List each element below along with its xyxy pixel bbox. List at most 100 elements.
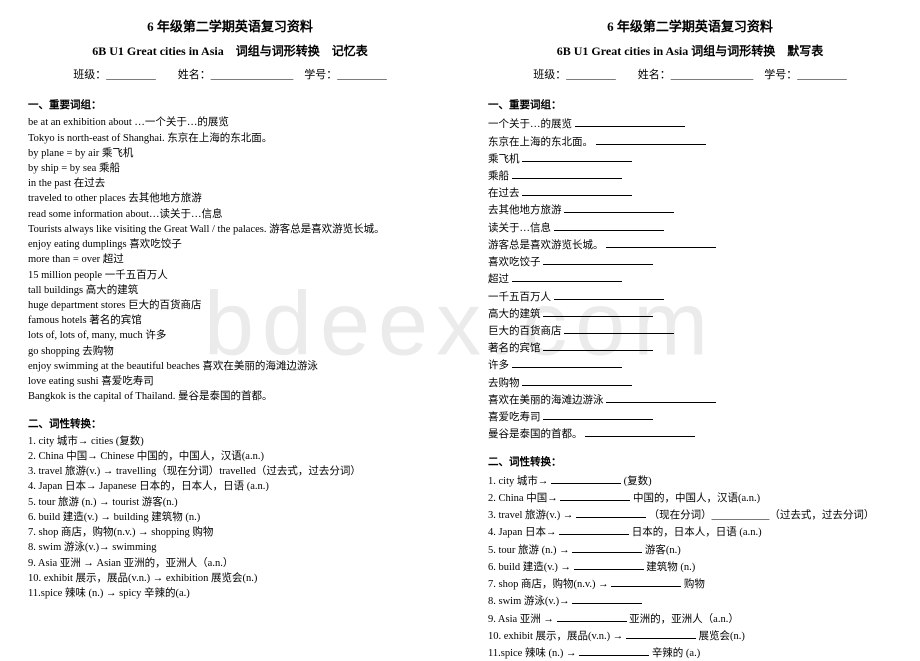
phrase-line: famous hotels 著名的宾馆 [28,313,432,328]
blank-line [512,270,622,282]
form-prefix: 8. swim 游泳(v.)→ [488,596,572,607]
phrase-text: 乘船 [488,171,509,182]
phrase-line-blank: 巨大的百货商店 [488,322,892,339]
phrase-line-blank: 喜爱吃寿司 [488,408,892,425]
phrase-text: 巨大的百货商店 [488,326,562,337]
phrase-text: 一千五百万人 [488,292,551,303]
blank-line [559,523,629,535]
phrase-line-blank: 去其他地方旅游 [488,201,892,218]
phrase-line: traveled to other places 去其他地方旅游 [28,191,432,206]
form-line: 8. swim 游泳(v.)→ swimming [28,540,432,555]
form-suffix: 亚洲的，亚洲人（a.n.） [627,614,739,625]
blank-line [543,339,653,351]
phrase-text: 去其他地方旅游 [488,205,562,216]
phrase-line-blank: 乘飞机 [488,150,892,167]
phrase-line-blank: 喜欢在美丽的海滩边游泳 [488,391,892,408]
form-line-blank: 3. travel 旅游(v.) → （现在分词）___________（过去式… [488,506,892,523]
phrase-line: read some information about…读关于…信息 [28,207,432,222]
form-line-blank: 5. tour 旅游 (n.) → 游客(n.) [488,541,892,558]
left-phrases-list: be at an exhibition about …一个关于…的展览Tokyo… [28,115,432,404]
blank-line [560,489,630,501]
blank-line [512,167,622,179]
blank-line [574,558,644,570]
phrase-line-blank: 游客总是喜欢游览长城。 [488,236,892,253]
form-line: 7. shop 商店，购物(n.v.) → shopping 购物 [28,525,432,540]
form-suffix: 游客(n.) [642,545,681,556]
form-prefix: 4. Japan 日本→ [488,527,559,538]
phrase-line: more than = over 超过 [28,252,432,267]
form-line: 2. China 中国→ Chinese 中国的，中国人，汉语(a.n.) [28,449,432,464]
phrase-text: 喜欢在美丽的海滩边游泳 [488,395,604,406]
blank-line [572,541,642,553]
left-header1: 6 年级第二学期英语复习资料 [28,18,432,37]
form-suffix: （现在分词）___________（过去式，过去分词） [646,510,874,521]
form-line: 1. city 城市→ cities (复数) [28,434,432,449]
left-column: 6 年级第二学期英语复习资料 6B U1 Great cities in Asi… [0,0,460,650]
form-suffix: 中国的，中国人，汉语(a.n.) [630,493,760,504]
phrase-text: 在过去 [488,188,520,199]
phrase-line: love eating sushi 喜爱吃寿司 [28,374,432,389]
left-header2: 6B U1 Great cities in Asia 词组与词形转换 记忆表 [28,43,432,60]
form-line-blank: 4. Japan 日本→ 日本的，日本人，日语 (a.n.) [488,523,892,540]
phrase-line-blank: 读关于…信息 [488,219,892,236]
phrase-line: tall buildings 高大的建筑 [28,283,432,298]
phrase-line: be at an exhibition about …一个关于…的展览 [28,115,432,130]
phrase-line: Tokyo is north-east of Shanghai. 东京在上海的东… [28,131,432,146]
phrase-text: 著名的宾馆 [488,343,541,354]
blank-line [512,356,622,368]
blank-line [606,391,716,403]
left-sec1-title: 一、重要词组： [28,98,432,113]
phrase-text: 游客总是喜欢游览长城。 [488,240,604,251]
blank-line [543,253,653,265]
blank-line [557,610,627,622]
form-prefix: 9. Asia 亚洲 → [488,614,557,625]
blank-line [626,627,696,639]
blank-line [543,408,653,420]
blank-line [572,592,642,604]
phrase-text: 超过 [488,274,509,285]
phrase-line: 15 million people 一千五百万人 [28,268,432,283]
phrase-text: 乘飞机 [488,154,520,165]
right-phrases-list: 一个关于…的展览 东京在上海的东北面。 乘飞机 乘船 在过去 去其他地方旅游 读… [488,115,892,442]
phrase-line: Bangkok is the capital of Thailand. 曼谷是泰… [28,389,432,404]
phrase-text: 东京在上海的东北面。 [488,137,593,148]
form-line: 3. travel 旅游(v.) → travelling（现在分词）trave… [28,464,432,479]
phrase-text: 喜爱吃寿司 [488,412,541,423]
phrase-line-blank: 曼谷是泰国的首都。 [488,425,892,442]
blank-line [575,115,685,127]
right-forms-list: 1. city 城市→ (复数)2. China 中国→ 中国的，中国人，汉语(… [488,472,892,661]
form-prefix: 5. tour 旅游 (n.) → [488,545,572,556]
form-prefix: 1. city 城市→ [488,476,551,487]
blank-line [522,374,632,386]
phrase-line-blank: 一千五百万人 [488,288,892,305]
phrase-line-blank: 许多 [488,356,892,373]
form-line: 9. Asia 亚洲 → Asian 亚洲的，亚洲人（a.n.） [28,556,432,571]
phrase-line-blank: 著名的宾馆 [488,339,892,356]
phrase-text: 喜欢吃饺子 [488,257,541,268]
right-class-info: 班级：_________ 姓名：_______________ 学号：_____… [488,68,892,84]
form-line-blank: 10. exhibit 展示，展品(v.n.) → 展览会(n.) [488,627,892,644]
phrase-line-blank: 乘船 [488,167,892,184]
form-line: 5. tour 旅游 (n.) → tourist 游客(n.) [28,495,432,510]
form-prefix: 6. build 建造(v.) → [488,562,574,573]
form-line-blank: 8. swim 游泳(v.)→ [488,592,892,609]
phrase-line: lots of, lots of, many, much 许多 [28,328,432,343]
phrase-line: in the past 在过去 [28,176,432,191]
left-sec2-title: 二、词性转换： [28,417,432,432]
phrase-line: by plane = by air 乘飞机 [28,146,432,161]
form-prefix: 2. China 中国→ [488,493,560,504]
blank-line [585,425,695,437]
phrase-text: 许多 [488,360,509,371]
left-class-info: 班级：_________ 姓名：_______________ 学号：_____… [28,68,432,84]
page-container: 6 年级第二学期英语复习资料 6B U1 Great cities in Asi… [0,0,920,650]
phrase-line: by ship = by sea 乘船 [28,161,432,176]
form-line: 6. build 建造(v.) → building 建筑物 (n.) [28,510,432,525]
right-header1: 6 年级第二学期英语复习资料 [488,18,892,37]
phrase-text: 曼谷是泰国的首都。 [488,429,583,440]
form-line-blank: 1. city 城市→ (复数) [488,472,892,489]
form-line-blank: 6. build 建造(v.) → 建筑物 (n.) [488,558,892,575]
form-line-blank: 2. China 中国→ 中国的，中国人，汉语(a.n.) [488,489,892,506]
form-suffix: 日本的，日本人，日语 (a.n.) [629,527,761,538]
phrase-text: 一个关于…的展览 [488,119,572,130]
left-forms-list: 1. city 城市→ cities (复数)2. China 中国→ Chin… [28,434,432,601]
